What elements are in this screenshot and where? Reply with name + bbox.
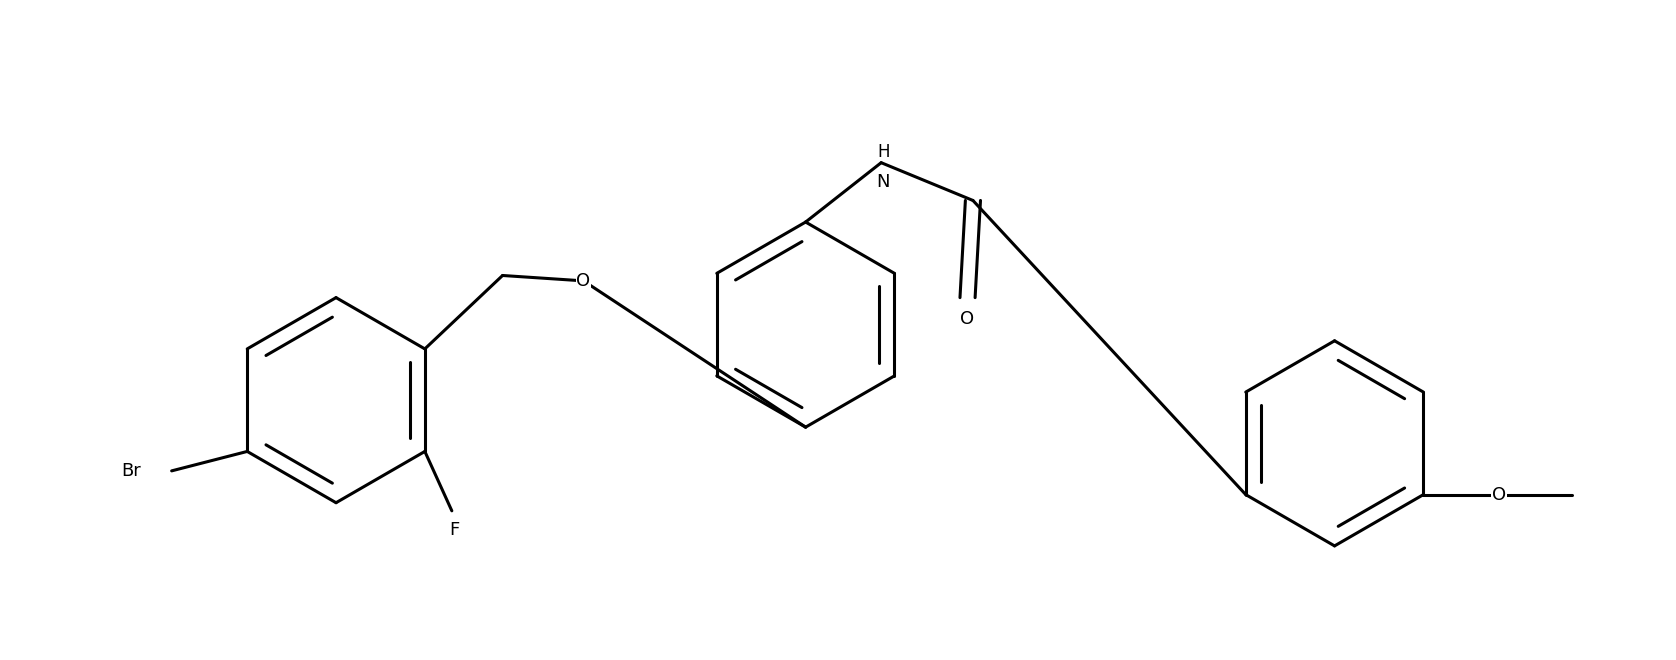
Text: O: O: [960, 310, 975, 328]
Text: O: O: [577, 272, 590, 290]
Text: H: H: [877, 143, 890, 160]
Text: N: N: [877, 173, 890, 191]
Text: Br: Br: [121, 462, 141, 480]
Text: F: F: [449, 521, 459, 539]
Text: O: O: [1492, 486, 1507, 504]
